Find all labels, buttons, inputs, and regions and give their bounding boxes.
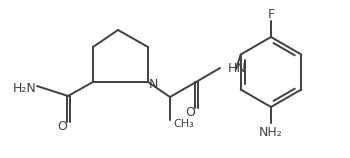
Text: HN: HN <box>228 61 247 75</box>
Text: F: F <box>267 9 274 21</box>
Text: N: N <box>148 78 158 91</box>
Text: CH₃: CH₃ <box>174 119 194 129</box>
Text: H₂N: H₂N <box>13 82 37 94</box>
Text: NH₂: NH₂ <box>259 125 283 139</box>
Text: O: O <box>185 106 195 119</box>
Text: O: O <box>57 121 67 134</box>
